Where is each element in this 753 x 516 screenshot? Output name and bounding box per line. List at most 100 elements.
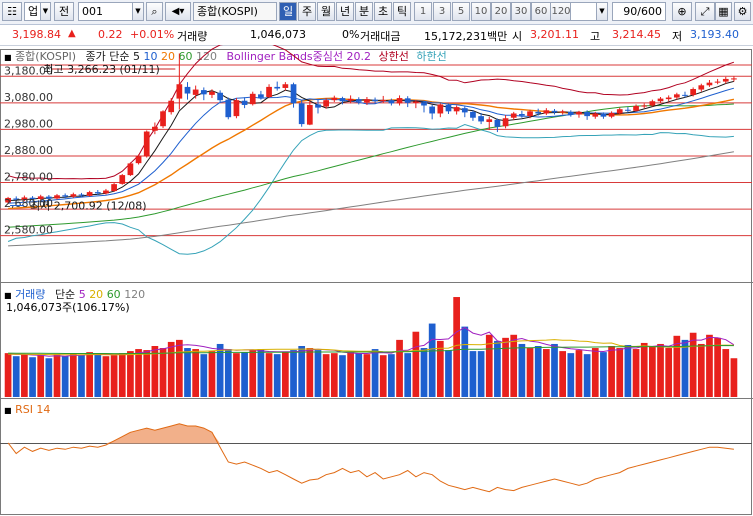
volume-bar [86, 352, 93, 397]
volume-bar [102, 356, 110, 397]
speaker-icon[interactable]: ◀▾ [165, 2, 191, 21]
low-label: 저 [672, 30, 683, 43]
volume-legend: ■ 거래량 단순 5 20 60 120 [4, 286, 145, 302]
candle-body [103, 190, 109, 194]
candle-body [347, 98, 354, 101]
candle-body [486, 119, 493, 122]
volume-bar [69, 353, 77, 397]
volume-bar [355, 353, 363, 397]
type-select-label: 업 [28, 5, 39, 18]
change-pct: +0.01% [130, 28, 175, 41]
period-button[interactable]: 년 [336, 2, 354, 21]
volume-bar [640, 342, 648, 397]
ma120-line [8, 151, 734, 247]
volume: 1,046,073 [250, 28, 306, 41]
volume-bar [143, 350, 151, 397]
prev-button[interactable]: 전 [54, 2, 74, 21]
minute-button[interactable]: 3 [433, 2, 451, 21]
volume-bar [461, 326, 469, 397]
volume-bar [216, 343, 224, 397]
settings-icon[interactable]: ⚙ [734, 2, 751, 21]
volume-bar [110, 355, 118, 397]
volume-bar [224, 349, 232, 397]
candle-body [37, 196, 44, 200]
period-button[interactable]: 분 [355, 2, 373, 21]
volume-bar [159, 348, 167, 397]
period-button[interactable]: 월 [317, 2, 335, 21]
volume-bar [722, 349, 730, 397]
period-button[interactable]: 초 [374, 2, 392, 21]
candle-body [657, 98, 664, 102]
volume-ma5-line [8, 327, 735, 357]
volume-bar [649, 347, 656, 397]
price-tick-label: 2,980.00 [4, 117, 53, 130]
custom-period-dropdown-icon[interactable]: ▼ [596, 2, 608, 21]
volume-bar [567, 353, 575, 397]
volume-bar [53, 354, 61, 397]
candle-body [649, 101, 656, 106]
minute-button[interactable]: 30 [511, 2, 531, 21]
count-field[interactable]: 90/600 [612, 2, 666, 21]
chart-area[interactable]: 3,180.00 3,080.00 2,980.00 2,880.00 2,780.00… [0, 45, 753, 516]
volume-bar [37, 355, 45, 397]
candle-body [225, 99, 232, 118]
volume-ma20-line [8, 339, 734, 356]
price-tick-label: 2,780.00 [4, 171, 53, 184]
volume-bar [453, 297, 460, 397]
volume-bar [265, 353, 273, 397]
candle-body [306, 104, 313, 125]
minute-button[interactable]: 10 [471, 2, 491, 21]
save-icon[interactable]: ▦ [715, 2, 732, 21]
candle-body [690, 89, 696, 95]
candle-body [143, 131, 150, 157]
volume-bar [583, 354, 591, 397]
volume-ma-label: 단순 [54, 288, 76, 301]
legend-ma10: 10 [143, 50, 158, 63]
legend-index-name: 종합(KOSPI) [15, 50, 77, 63]
crosshair-icon[interactable]: ⤢ [695, 2, 715, 21]
minute-button[interactable]: 60 [531, 2, 551, 21]
candle-body [665, 97, 672, 100]
legend-ma20: 20 [161, 50, 175, 63]
volume-bar [559, 351, 567, 397]
ma10-line [8, 87, 735, 204]
rsi-line [7, 423, 734, 493]
candle-body [551, 110, 558, 113]
volume-bar [78, 355, 85, 397]
legend-bb-label: Bollinger Bands중심선 20.2 [226, 50, 372, 63]
period-button[interactable]: 주 [298, 2, 316, 21]
legend-ma-label: 종가 단순 [85, 50, 130, 63]
volume-bar [94, 354, 102, 397]
minute-button[interactable]: 5 [452, 2, 470, 21]
ma20-line [8, 97, 735, 210]
minute-button[interactable]: 1 [414, 2, 432, 21]
candle-body [543, 110, 550, 114]
volume-bar [184, 348, 191, 397]
zoom-icon[interactable]: ⊕ [672, 2, 692, 21]
volume-bar [388, 354, 395, 397]
chevron-down-icon[interactable]: ▼ [40, 2, 51, 21]
volume-bar [665, 348, 673, 397]
volume-bar [241, 352, 248, 397]
minute-button[interactable]: 20 [491, 2, 511, 21]
volume-bar [714, 337, 721, 397]
period-button[interactable]: 틱 [393, 2, 411, 21]
code-dropdown-icon[interactable]: ▼ [132, 2, 144, 21]
volume-bar [127, 351, 134, 397]
candle-body [339, 98, 346, 102]
minute-button[interactable]: 120 [550, 2, 572, 21]
chart-menu-icon[interactable]: ☷ [2, 2, 22, 21]
amount-label: 거래대금 [360, 30, 401, 43]
price-tick-label: 2,580.00 [4, 224, 53, 237]
volume-bar [600, 352, 607, 397]
candle-body [160, 111, 166, 127]
candle-body [94, 192, 101, 194]
volume-bar [591, 348, 599, 397]
candle-body [152, 126, 158, 131]
period-button[interactable]: 일 [279, 2, 297, 21]
volume-bar [494, 340, 501, 397]
volume-bar [208, 351, 216, 397]
open-label: 시 [512, 30, 523, 43]
search-icon[interactable]: ⌕ [146, 2, 163, 21]
volume-bar [485, 334, 493, 397]
